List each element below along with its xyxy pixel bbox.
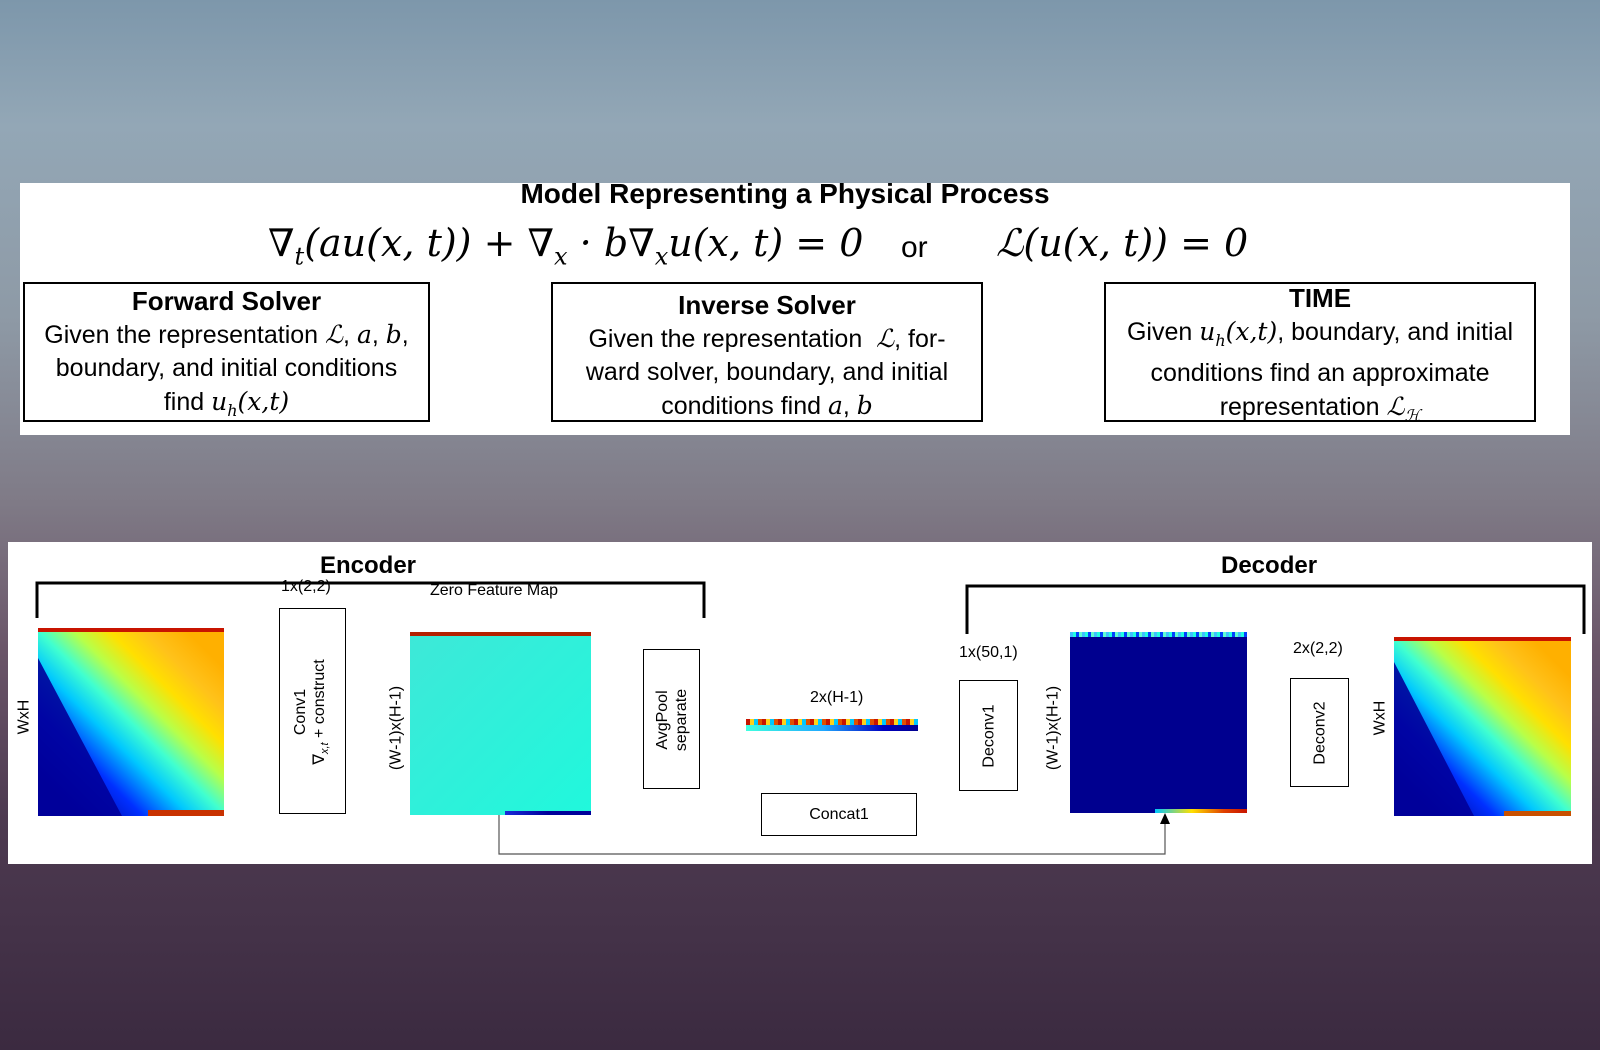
concat-label: Concat1 (809, 806, 869, 823)
conv1-label: Conv1 ∇x,t + construct (291, 659, 335, 764)
output-dim-label: WxH (1371, 700, 1389, 736)
deconv2-label: Deconv2 (1311, 701, 1329, 765)
forward-solver-line-3: find uh(x,t) (163, 387, 290, 420)
or-label: or (901, 231, 928, 264)
avgpool-label-line-1: AvgPool (654, 690, 671, 750)
deconv2-layer: Deconv2 (1290, 678, 1349, 787)
forward-solver-box: Forward Solver Given the representation … (23, 282, 430, 422)
inverse-solver-line-2: ward solver, boundary, and initial (585, 358, 949, 386)
zero-map-dim-label: (W-1)x(H-1) (387, 685, 405, 771)
input-dim-label: WxH (15, 699, 33, 735)
time-line-2: conditions find an approximate (1150, 359, 1490, 387)
output-heatmap (1394, 637, 1571, 816)
forward-solver-line-1: Given the representation ℒ, a, b, (44, 320, 409, 349)
forward-solver-line-2: boundary, and initial conditions (55, 354, 398, 382)
encoder-title: Encoder (320, 552, 417, 579)
connector-lines (35, 581, 1586, 855)
physical-process-panel: Model Representing a Physical Process ∇t… (20, 178, 1570, 435)
panel-title: Model Representing a Physical Process (520, 178, 1050, 209)
inverse-solver-box: Inverse Solver Given the representation … (551, 282, 983, 422)
decoder-feature-map (1070, 632, 1247, 813)
conv1-label-line-2: ∇x,t + construct (310, 659, 332, 765)
network-architecture-panel: Encoder Decoder WxH 1x(2,2) (8, 542, 1592, 864)
time-line-1: Given uh(x,t), boundary, and initial (1126, 317, 1514, 350)
decoder-map-dim-label: (W-1)x(H-1) (1044, 685, 1062, 771)
time-title: TIME (1288, 283, 1352, 313)
deconv1-layer: Deconv1 (959, 680, 1018, 791)
strip-dim-label: 2x(H-1) (810, 689, 864, 706)
encoder-bracket (35, 581, 706, 618)
input-heatmap (38, 628, 224, 816)
deconv2-kernel-label: 2x(2,2) (1293, 640, 1343, 657)
pde-equation: ∇t(au(x, t)) + ∇x · b∇xu(x, t) = 0 (268, 221, 864, 271)
time-box: TIME Given uh(x,t), boundary, and initia… (1104, 282, 1536, 425)
inverse-solver-line-3: conditions find a, b (661, 391, 873, 420)
avgpool-output-strip (746, 719, 918, 731)
inverse-solver-line-1: Given the representation ℒ, for- (588, 324, 946, 353)
avgpool-label-line-2: separate (673, 688, 690, 752)
zero-feature-map-label: Zero Feature Map (430, 582, 559, 599)
deconv1-kernel-label: 1x(50,1) (959, 644, 1018, 661)
skip-connection-arrowhead (1160, 813, 1170, 824)
time-line-3: representation ℒℋ (1219, 392, 1421, 425)
conv1-layer: Conv1 ∇x,t + construct (279, 608, 346, 814)
inverse-solver-title: Inverse Solver (678, 290, 856, 320)
avgpool-layer: AvgPool separate (643, 649, 700, 789)
decoder-bracket (965, 584, 1586, 634)
zero-feature-map (410, 632, 591, 815)
conv1-kernel-label: 1x(2,2) (281, 578, 331, 595)
deconv1-label: Deconv1 (980, 704, 998, 768)
avgpool-label: AvgPool separate (653, 689, 691, 751)
forward-solver-title: Forward Solver (131, 286, 322, 316)
conv1-label-line-1: Conv1 (291, 688, 309, 736)
skip-connection-line (498, 814, 1166, 855)
concat-layer: Concat1 (761, 793, 917, 836)
decoder-title: Decoder (1221, 552, 1318, 579)
operator-equation: ℒ(u(x, t)) = 0 (996, 221, 1249, 265)
